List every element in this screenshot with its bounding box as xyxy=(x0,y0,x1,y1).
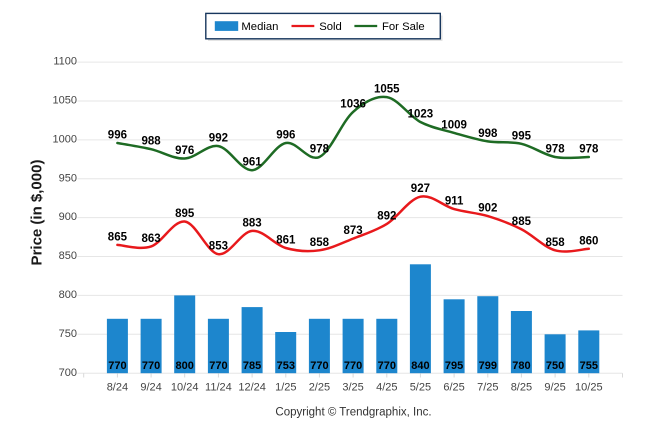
svg-text:6/25: 6/25 xyxy=(443,382,464,394)
svg-text:927: 927 xyxy=(411,183,430,195)
svg-text:770: 770 xyxy=(209,360,227,372)
svg-text:865: 865 xyxy=(108,231,128,243)
svg-text:978: 978 xyxy=(310,144,330,156)
svg-text:976: 976 xyxy=(175,145,194,157)
svg-text:892: 892 xyxy=(377,210,396,222)
svg-text:996: 996 xyxy=(276,130,295,142)
svg-text:9/25: 9/25 xyxy=(544,382,565,394)
svg-text:858: 858 xyxy=(546,237,566,249)
svg-text:12/24: 12/24 xyxy=(238,382,266,394)
svg-text:995: 995 xyxy=(512,130,532,142)
svg-text:5/25: 5/25 xyxy=(410,382,431,394)
svg-text:1050: 1050 xyxy=(53,95,77,107)
svg-text:753: 753 xyxy=(277,360,295,372)
svg-text:8/24: 8/24 xyxy=(107,382,128,394)
svg-text:8/25: 8/25 xyxy=(511,382,532,394)
svg-text:900: 900 xyxy=(59,211,77,223)
svg-text:2/25: 2/25 xyxy=(309,382,330,394)
svg-text:863: 863 xyxy=(142,233,161,245)
svg-text:770: 770 xyxy=(108,360,126,372)
svg-text:1009: 1009 xyxy=(441,119,467,131)
svg-text:840: 840 xyxy=(411,360,429,372)
svg-text:978: 978 xyxy=(579,144,599,156)
svg-text:978: 978 xyxy=(546,144,566,156)
svg-text:785: 785 xyxy=(243,360,261,372)
svg-text:853: 853 xyxy=(209,241,228,253)
svg-text:911: 911 xyxy=(445,196,464,208)
svg-text:Sold: Sold xyxy=(319,21,342,33)
svg-text:9/24: 9/24 xyxy=(140,382,161,394)
svg-text:770: 770 xyxy=(142,360,160,372)
svg-text:Price (in $,000): Price (in $,000) xyxy=(29,160,46,266)
svg-text:850: 850 xyxy=(59,250,77,262)
svg-text:750: 750 xyxy=(546,360,564,372)
svg-text:Median: Median xyxy=(241,21,278,33)
svg-text:895: 895 xyxy=(175,208,195,220)
svg-text:795: 795 xyxy=(445,360,463,372)
svg-text:950: 950 xyxy=(59,172,77,184)
svg-text:902: 902 xyxy=(478,203,497,215)
svg-text:Copyright © Trendgraphix, Inc.: Copyright © Trendgraphix, Inc. xyxy=(275,407,431,419)
svg-text:799: 799 xyxy=(479,360,497,372)
svg-text:883: 883 xyxy=(243,217,262,229)
svg-text:770: 770 xyxy=(310,360,328,372)
svg-text:780: 780 xyxy=(512,360,530,372)
svg-text:770: 770 xyxy=(344,360,362,372)
svg-text:1023: 1023 xyxy=(408,109,434,121)
svg-text:For Sale: For Sale xyxy=(382,21,425,33)
svg-text:770: 770 xyxy=(378,360,396,372)
svg-text:11/24: 11/24 xyxy=(205,382,232,394)
svg-text:988: 988 xyxy=(142,136,162,148)
svg-text:755: 755 xyxy=(580,360,598,372)
svg-text:10/25: 10/25 xyxy=(575,382,603,394)
svg-text:3/25: 3/25 xyxy=(342,382,363,394)
svg-text:4/25: 4/25 xyxy=(376,382,397,394)
svg-text:1055: 1055 xyxy=(374,84,400,96)
svg-text:750: 750 xyxy=(59,328,77,340)
svg-text:858: 858 xyxy=(310,237,330,249)
svg-text:885: 885 xyxy=(512,216,532,228)
svg-text:860: 860 xyxy=(579,235,598,247)
svg-text:800: 800 xyxy=(59,289,77,301)
svg-text:998: 998 xyxy=(478,128,498,140)
svg-text:7/25: 7/25 xyxy=(477,382,498,394)
svg-text:700: 700 xyxy=(59,367,77,379)
svg-text:861: 861 xyxy=(276,235,296,247)
svg-text:961: 961 xyxy=(243,157,263,169)
svg-text:873: 873 xyxy=(344,225,363,237)
svg-text:996: 996 xyxy=(108,130,127,142)
svg-text:992: 992 xyxy=(209,133,228,145)
svg-text:800: 800 xyxy=(176,360,194,372)
svg-text:1/25: 1/25 xyxy=(275,382,296,394)
svg-text:1100: 1100 xyxy=(53,56,77,68)
svg-text:10/24: 10/24 xyxy=(171,382,199,394)
svg-text:1036: 1036 xyxy=(340,98,366,110)
svg-text:1000: 1000 xyxy=(53,134,77,146)
